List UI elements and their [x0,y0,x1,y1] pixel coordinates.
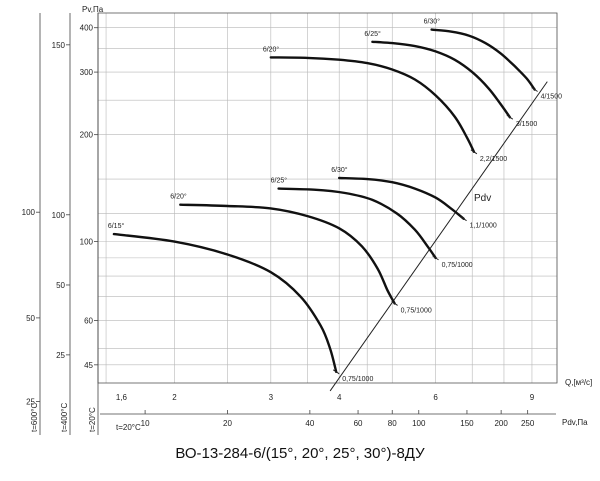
pdv-tick-label: 200 [494,419,508,428]
pdv-tick-label: 40 [305,419,314,428]
pdv-tick-label: 100 [412,419,426,428]
curve-end-marker [460,216,467,222]
pdv-axis-label: Pdv,Па [562,418,588,427]
curve-motor-label: 2,2/1500 [480,156,507,163]
performance-curve [112,232,338,373]
curve-end-marker [332,369,340,375]
q-axis-label: Q,[м³/с] [565,378,592,387]
curve-motor-label: 1,1/1000 [470,223,497,230]
temp-scale-tick-label: 150 [52,41,66,50]
curve-end-marker [391,300,398,306]
q-tick-label: 6 [433,393,438,402]
chart-title: ВО-13-284-6/(15°, 20°, 25°, 30°)-8ДУ [175,445,425,462]
q-tick-label: 9 [530,393,535,402]
performance-curve [277,187,437,260]
temp-scale-label: t=600°C [30,403,39,432]
q-tick-label: 4 [337,393,342,402]
q-tick-label: 3 [269,393,274,402]
temp-scale-label: t=400°C [60,403,69,432]
performance-curve [338,176,465,220]
pdv-line-label: Pdv [474,193,491,204]
temp-scale-tick-label: 25 [26,397,35,406]
curve-angle-label: 6/20° [263,45,280,53]
q-tick-label: 2 [172,393,177,402]
curve-end-marker [470,149,478,155]
pdv-temp-label: t=20°C [116,423,141,432]
temp-scale-tick-label: 200 [80,131,94,140]
pdv-tick-label: 80 [388,419,397,428]
performance-curve [430,28,536,91]
temp-scale-tick-label: 100 [22,208,36,217]
temp-scale-tick-label: 50 [56,281,65,290]
temp-scale-tick-label: 25 [56,351,65,360]
axis-scales: 1005025t=600°C1501005025t=400°C400300200… [22,13,556,435]
curve-end-marker [432,255,439,261]
curve-angle-label: 6/15° [108,222,125,230]
curve-angle-label: 6/30° [424,18,441,26]
pdv-line [329,81,548,392]
curve-motor-label: 3/1500 [516,121,538,128]
performance-curve [179,203,396,305]
pdv-tick-label: 10 [141,419,150,428]
pdv-tick-label: 150 [460,419,474,428]
curve-end-marker [531,87,538,92]
curve-motor-label: 0,75/1000 [401,307,432,314]
temp-scale-tick-label: 45 [84,361,93,370]
curve-angle-label: 6/25° [364,30,381,38]
curve-motor-label: 0,75/1000 [442,262,473,269]
curve-angle-label: 6/20° [170,193,187,201]
temp-scale-tick-label: 100 [80,238,94,247]
pdv-tick-label: 60 [354,419,363,428]
temp-scale-tick-label: 100 [52,211,66,220]
pdv-tick-label: 20 [223,419,232,428]
curve-angle-label: 6/30° [331,166,348,174]
curve-angle-label: 6/25° [271,177,288,185]
curve-motor-label: 4/1500 [541,94,563,101]
performance-curve [269,56,476,153]
curve-motor-label: 0,75/1000 [342,376,373,383]
temp-scale-tick-label: 60 [84,316,93,325]
performance-curve [371,40,511,119]
curve-labels: 6/15° 0,75/1000 6/20° 0,75/1000 6/25° 0,75/10… [108,18,562,383]
curve-end-marker [506,114,514,120]
performance-curves [112,28,548,392]
temp-scale-tick-label: 400 [80,24,94,33]
temp-scale-tick-label: 300 [80,68,94,77]
temp-scale-label: t=20°C [88,407,97,432]
pv-axis-label: Pv,Па [82,5,104,14]
pdv-tick-label: 250 [521,419,535,428]
q-tick-label: 1,6 [116,393,128,402]
temp-scale-tick-label: 50 [26,314,35,323]
